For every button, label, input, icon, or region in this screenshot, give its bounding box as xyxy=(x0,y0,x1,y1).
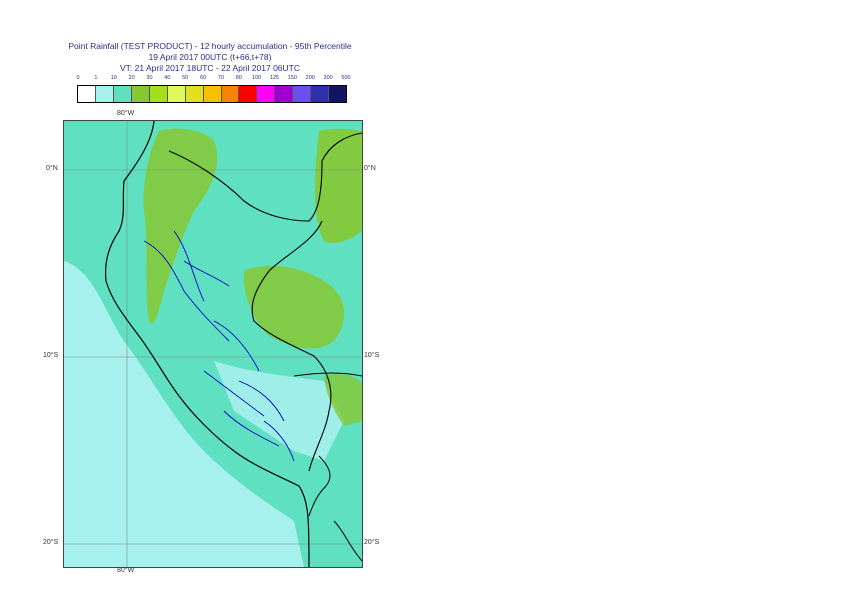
legend-swatch xyxy=(113,86,132,102)
lon-label-top: 80°W xyxy=(117,110,135,117)
legend-swatch xyxy=(95,86,114,102)
rain-patch-northeast xyxy=(314,128,362,243)
map-svg xyxy=(64,121,362,567)
legend-swatch xyxy=(78,86,96,102)
lat-label-10s-right: 10°S xyxy=(364,352,380,359)
legend-swatch xyxy=(239,86,258,102)
legend-bar xyxy=(77,85,347,103)
legend-tick-label: 40 xyxy=(164,75,171,81)
rain-patch-amazon xyxy=(243,265,345,349)
legend-swatch xyxy=(149,86,168,102)
lat-label-0-right: 0°N xyxy=(364,165,376,172)
rain-patch-andes-north xyxy=(143,128,218,324)
title-line-1: Point Rainfall (TEST PRODUCT) - 12 hourl… xyxy=(68,41,352,51)
lat-label-20s-left: 20°S xyxy=(43,539,59,546)
coastline xyxy=(104,121,310,567)
border-lake xyxy=(308,455,331,517)
legend-swatch xyxy=(185,86,204,102)
legend-tick-label: 300 xyxy=(323,75,333,81)
chart-title: Point Rainfall (TEST PRODUCT) - 12 hourl… xyxy=(60,41,360,74)
legend-tick-label: 500 xyxy=(341,75,351,81)
lon-label-bottom: 80°W xyxy=(117,567,135,574)
legend-tick-label: 100 xyxy=(252,75,262,81)
legend-swatch xyxy=(275,86,294,102)
legend-tick-label: 20 xyxy=(128,75,135,81)
legend-tick-label: 60 xyxy=(200,75,207,81)
legend-tick-label: 30 xyxy=(146,75,153,81)
lat-label-20s-right: 20°S xyxy=(364,539,380,546)
border-east xyxy=(251,220,332,472)
legend-swatch xyxy=(293,86,312,102)
legend-swatch xyxy=(257,86,276,102)
legend-tick-label: 0 xyxy=(76,75,80,81)
border-brazil xyxy=(293,372,362,377)
legend-labels: 0 1 10 20 30 40 50 60 70 80 100 125 150 200 300 500 xyxy=(76,75,351,84)
legend-swatch xyxy=(329,86,347,102)
ocean-north xyxy=(64,121,124,261)
border-chile-bolivia xyxy=(333,520,362,562)
rainfall-map xyxy=(63,120,363,568)
legend-tick-label: 200 xyxy=(305,75,315,81)
title-line-2: 19 April 2017 00UTC (t+66,t+78) xyxy=(148,52,272,62)
title-line-3: VT: 21 April 2017 18UTC - 22 April 2017 … xyxy=(119,63,300,73)
legend-swatch xyxy=(167,86,186,102)
legend-tick-label: 10 xyxy=(110,75,117,81)
legend-tick-label: 150 xyxy=(287,75,297,81)
legend-swatch xyxy=(203,86,222,102)
legend-swatch xyxy=(131,86,150,102)
province-borders xyxy=(143,230,295,462)
color-legend: 0 1 10 20 30 40 50 60 70 80 100 125 150 200 300 500 xyxy=(76,75,351,103)
lat-label-0-left: 0°N xyxy=(46,165,58,172)
ocean-light-area xyxy=(64,261,304,567)
lat-label-10s-left: 10°S xyxy=(43,352,59,359)
rain-patch-east xyxy=(324,373,362,426)
legend-tick-label: 125 xyxy=(269,75,280,81)
legend-tick-label: 50 xyxy=(182,75,189,81)
legend-swatch xyxy=(311,86,330,102)
border-north xyxy=(168,132,362,222)
legend-tick-label: 80 xyxy=(235,75,242,81)
legend-swatch xyxy=(221,86,240,102)
land-light-area xyxy=(214,361,344,461)
legend-tick-label: 70 xyxy=(217,75,224,81)
legend-tick-label: 1 xyxy=(94,75,98,81)
